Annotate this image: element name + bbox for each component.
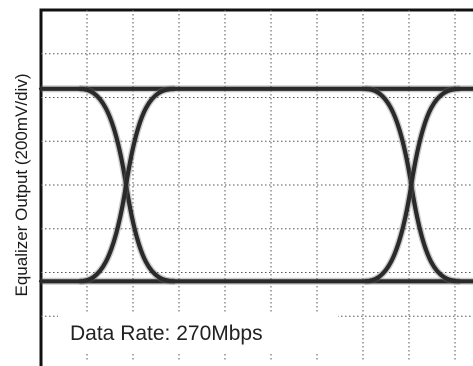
annotation-background <box>58 312 338 352</box>
data-rate-annotation: Data Rate: 270Mbps <box>70 322 263 345</box>
plot-frame <box>39 8 473 366</box>
rising-edge-trace-1 <box>77 86 177 284</box>
rising-edge-trace-2 <box>362 86 462 284</box>
eye-traces <box>38 85 473 285</box>
